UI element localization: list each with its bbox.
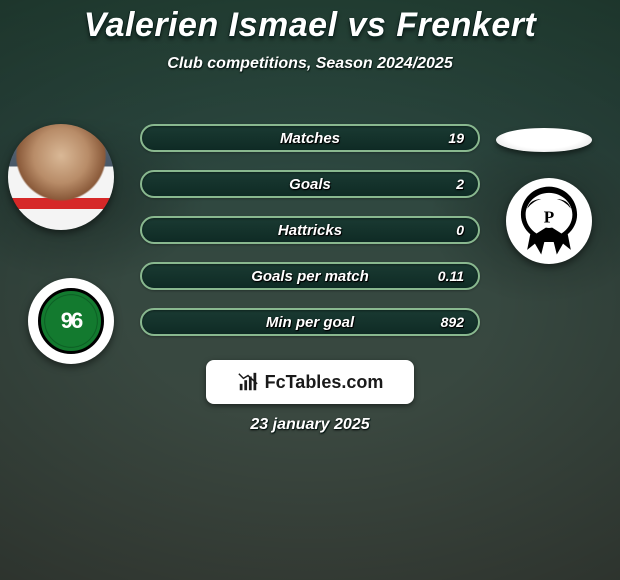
eagle-crest-icon: P	[510, 182, 588, 260]
left-player-photo	[8, 124, 114, 230]
date-line: 23 january 2025	[0, 416, 620, 434]
right-club-badge: P	[506, 178, 592, 264]
comparison-card: Valerien Ismael vs Frenkert Club competi…	[0, 0, 620, 580]
brand-panel: FcTables.com	[206, 360, 414, 404]
stat-label: Goals	[142, 172, 478, 196]
right-player-photo-placeholder	[496, 128, 592, 152]
stat-value-right: 892	[441, 310, 464, 334]
stats-list: Matches 19 Goals 2 Hattricks 0 Goals per…	[140, 124, 480, 354]
stat-label: Hattricks	[142, 218, 478, 242]
stat-row: Goals per match 0.11	[140, 262, 480, 290]
stat-label: Goals per match	[142, 264, 478, 288]
stat-row: Matches 19	[140, 124, 480, 152]
stat-row: Goals 2	[140, 170, 480, 198]
left-club-badge-number: 96	[38, 288, 104, 354]
stat-value-right: 0	[456, 218, 464, 242]
brand-text: FcTables.com	[265, 372, 384, 393]
left-club-badge: 96	[28, 278, 114, 364]
stat-row: Min per goal 892	[140, 308, 480, 336]
subtitle: Club competitions, Season 2024/2025	[0, 55, 620, 73]
stat-value-right: 19	[448, 126, 464, 150]
stat-row: Hattricks 0	[140, 216, 480, 244]
page-title: Valerien Ismael vs Frenkert	[0, 0, 620, 45]
stat-value-right: 0.11	[438, 264, 464, 288]
stat-label: Min per goal	[142, 310, 478, 334]
stat-label: Matches	[142, 126, 478, 150]
stat-value-right: 2	[456, 172, 464, 196]
bar-chart-icon	[237, 371, 259, 393]
svg-text:P: P	[544, 208, 554, 227]
